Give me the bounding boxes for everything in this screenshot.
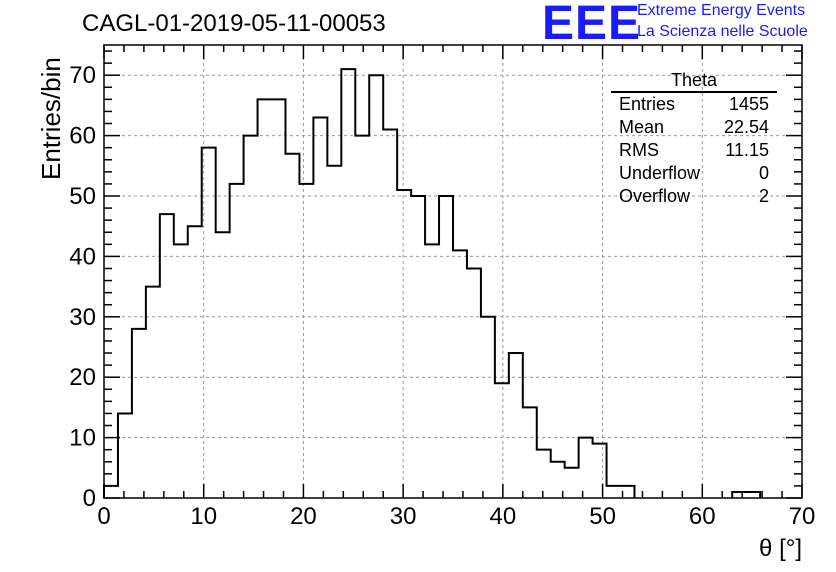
y-tick-label: 50 <box>69 183 96 210</box>
stats-label: Underflow <box>619 163 701 183</box>
y-tick-label: 40 <box>69 243 96 270</box>
eee-logo: EEE <box>542 0 642 50</box>
y-tick-label: 70 <box>69 62 96 89</box>
stats-label: Overflow <box>619 186 691 206</box>
y-tick-label: 20 <box>69 364 96 391</box>
y-tick-label: 30 <box>69 304 96 331</box>
x-tick-label: 60 <box>689 503 716 530</box>
x-tick-label: 70 <box>789 503 816 530</box>
stats-value: 1455 <box>728 94 769 114</box>
x-tick-label: 20 <box>290 503 317 530</box>
stats-value: 0 <box>758 163 769 183</box>
stats-box: Theta Entries 1455 Mean 22.54 RMS 11.15 … <box>611 70 777 208</box>
y-tick-label: 10 <box>69 425 96 452</box>
run-title: CAGL-01-2019-05-11-00053 <box>82 10 386 37</box>
stats-label: Mean <box>619 117 665 137</box>
histogram-step-line <box>103 68 762 498</box>
plot-frame <box>103 44 803 499</box>
y-tick-label: 60 <box>69 123 96 150</box>
stats-row-underflow: Underflow 0 <box>611 162 777 185</box>
stats-row-entries: Entries 1455 <box>611 93 777 116</box>
logo-tagline-1: Extreme Energy Events <box>637 2 806 19</box>
stats-row-overflow: Overflow 2 <box>611 185 777 208</box>
axis-ticks <box>103 45 803 499</box>
x-tick-label: 0 <box>97 503 110 530</box>
stats-row-mean: Mean 22.54 <box>611 116 777 139</box>
y-axis-label-box: Entries/bin <box>2 57 66 190</box>
stats-value: 22.54 <box>723 117 769 137</box>
x-tick-label: 30 <box>390 503 417 530</box>
stats-label: Entries <box>619 94 676 114</box>
stats-label: RMS <box>619 140 659 160</box>
x-tick-label: 10 <box>190 503 217 530</box>
x-axis-label: θ [°] <box>759 535 802 562</box>
stats-row-rms: RMS 11.15 <box>611 139 777 162</box>
y-tick-label: 0 <box>83 485 96 512</box>
stats-value: 2 <box>758 186 769 206</box>
x-tick-label: 50 <box>589 503 616 530</box>
stats-value: 11.15 <box>725 140 769 160</box>
logo-tagline-2: La Scienza nelle Scuole <box>637 23 808 40</box>
y-tick-labels: 0 10 20 30 40 50 60 70 <box>69 62 96 512</box>
y-axis-label: Entries/bin <box>36 57 66 180</box>
x-tick-labels: 0 10 20 30 40 50 60 70 <box>97 503 815 530</box>
stats-title: Theta <box>611 70 777 93</box>
x-tick-label: 40 <box>490 503 517 530</box>
